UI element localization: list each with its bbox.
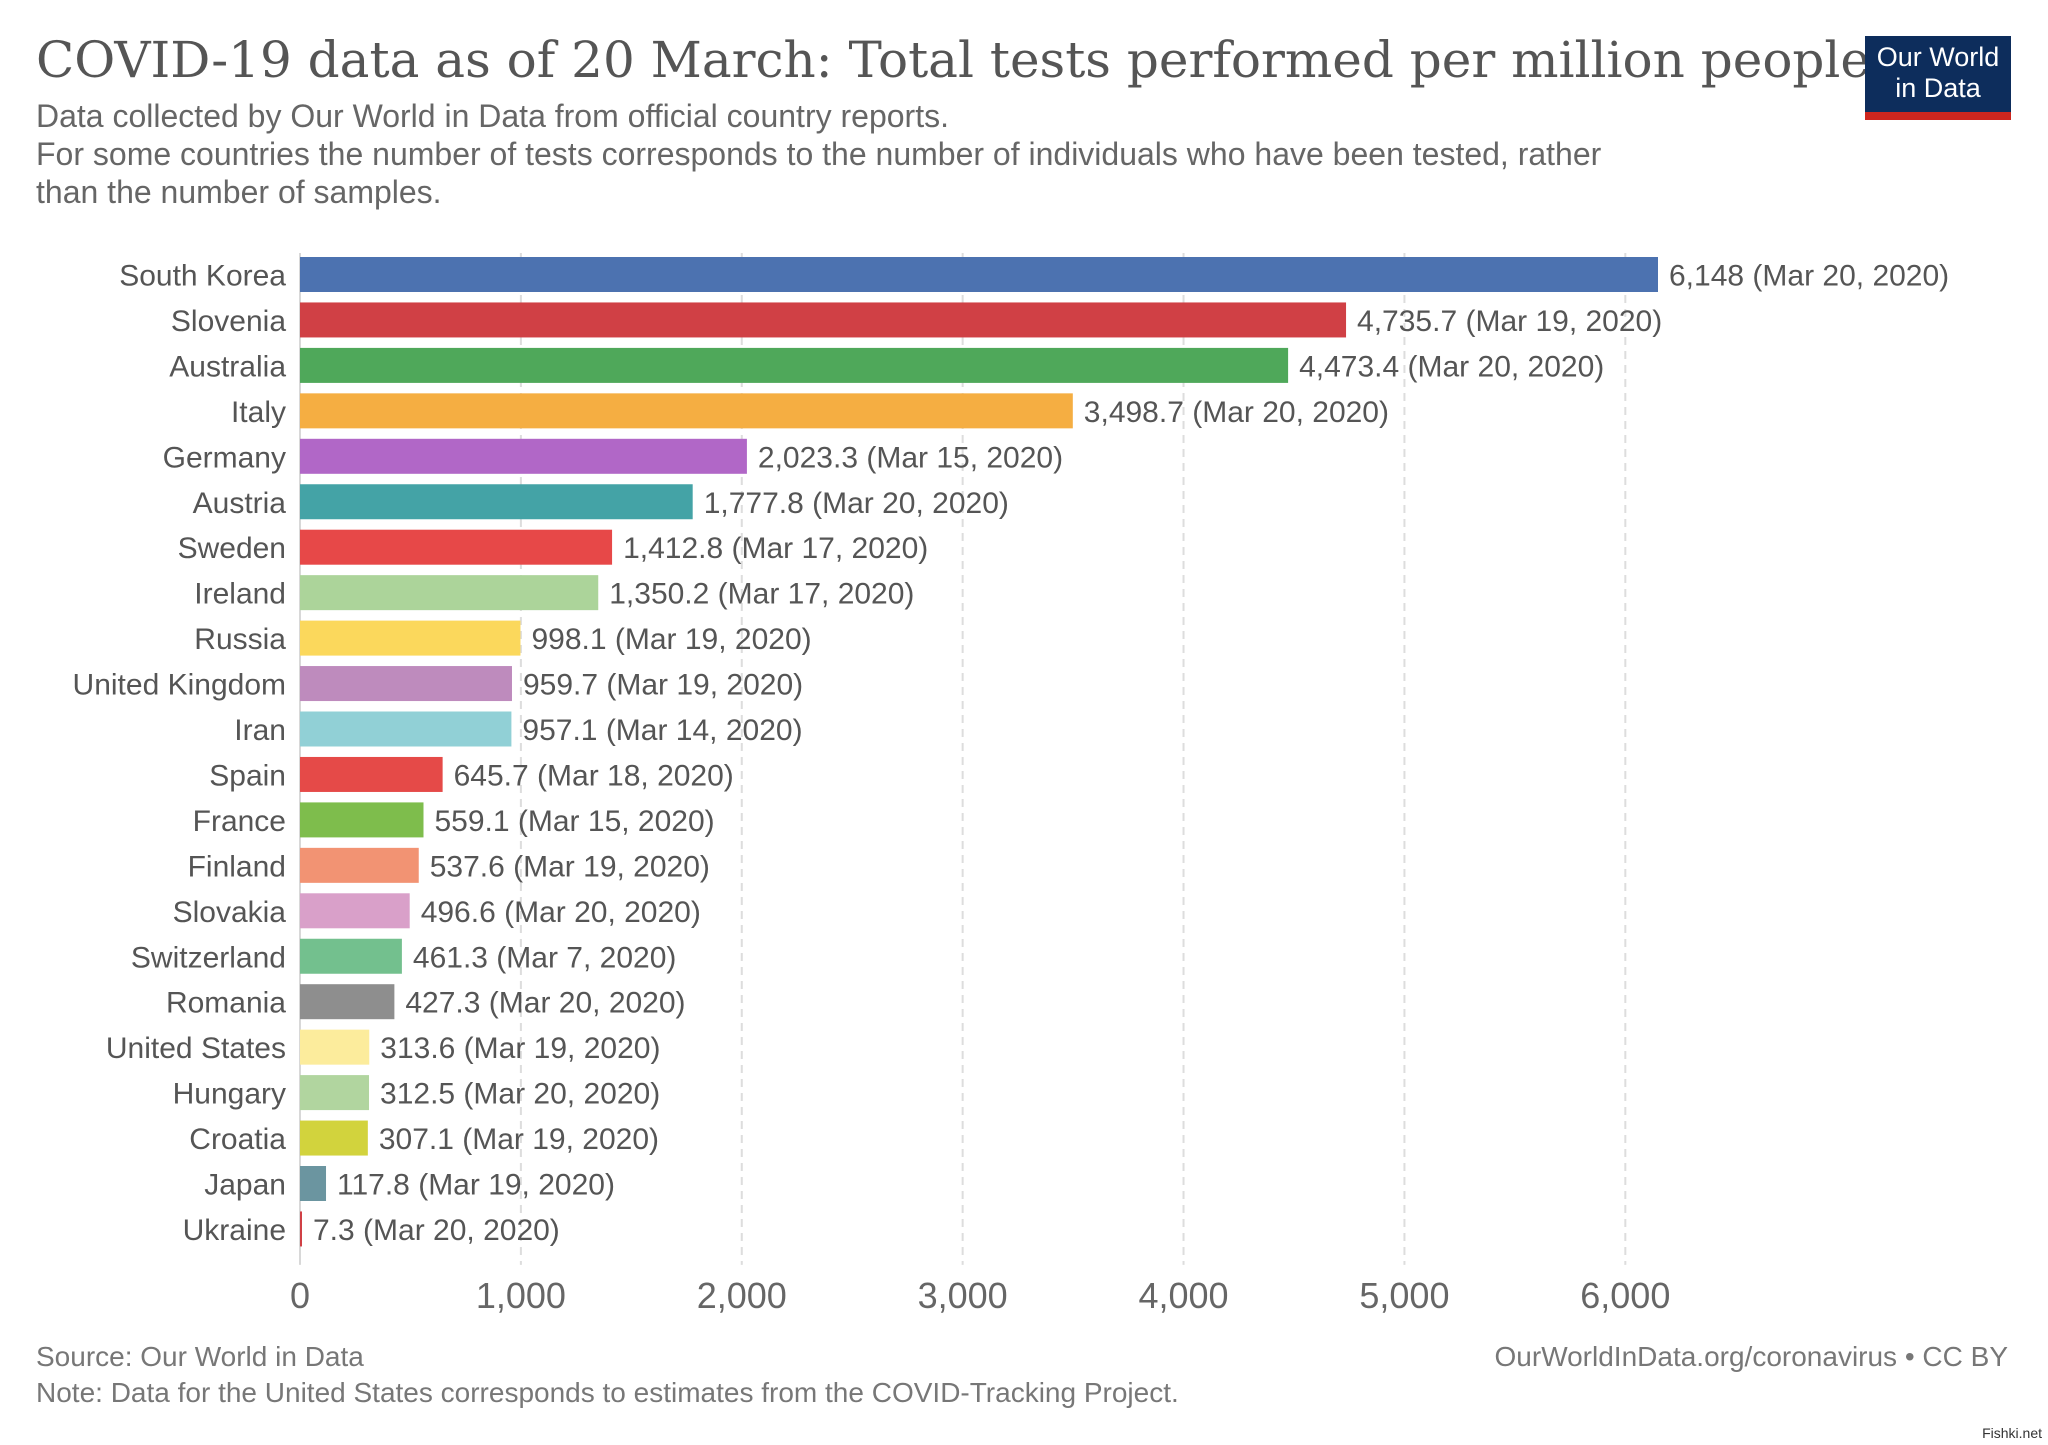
chart-subtitle-line-2: For some countries the number of tests c…: [36, 136, 1602, 172]
value-label: 1,412.8 (Mar 17, 2020): [623, 532, 928, 565]
x-tick-label: 5,000: [1359, 1275, 1449, 1316]
x-tick-label: 4,000: [1138, 1275, 1228, 1316]
value-label: 313.6 (Mar 19, 2020): [380, 1032, 660, 1065]
x-tick-label: 3,000: [918, 1275, 1008, 1316]
source-text: Source: Our World in Data: [36, 1341, 364, 1372]
x-tick-label: 2,000: [697, 1275, 787, 1316]
bar: [300, 984, 395, 1020]
category-label: Japan: [204, 1169, 286, 1202]
bar: [300, 484, 693, 520]
category-label: Italy: [231, 396, 286, 429]
category-label: Ukraine: [183, 1214, 286, 1247]
value-label: 117.8 (Mar 19, 2020): [337, 1169, 615, 1202]
bar: [300, 257, 1658, 292]
chart-subtitle-line-1: Data collected by Our World in Data from…: [36, 98, 949, 134]
bar: [300, 847, 419, 883]
category-label: United Kingdom: [73, 669, 286, 702]
bar: [300, 1075, 370, 1111]
value-label: 3,498.7 (Mar 20, 2020): [1084, 396, 1389, 429]
category-label: France: [193, 805, 286, 838]
category-label: South Korea: [119, 260, 286, 293]
labels: 0 1,000 2,000 3,000 4,000 5,000 6,000 South Kor…: [73, 260, 1950, 1316]
value-label: 312.5 (Mar 20, 2020): [380, 1078, 660, 1111]
bar: [300, 1120, 368, 1156]
bar: [300, 438, 747, 474]
note-text: Note: Data for the United States corresp…: [36, 1377, 1179, 1408]
category-label: Germany: [163, 441, 286, 474]
chart-title: COVID-19 data as of 20 March: Total test…: [36, 31, 1871, 89]
category-label: Romania: [166, 987, 286, 1020]
value-label: 957.1 (Mar 14, 2020): [522, 714, 802, 747]
category-label: Russia: [194, 623, 286, 656]
category-label: Croatia: [189, 1123, 286, 1156]
bar: [300, 893, 410, 929]
category-label: Finland: [188, 850, 286, 883]
category-label: United States: [106, 1032, 286, 1065]
bar: [300, 302, 1347, 338]
value-label: 4,735.7 (Mar 19, 2020): [1357, 305, 1662, 338]
bar: [300, 529, 613, 565]
value-label: 1,777.8 (Mar 20, 2020): [704, 487, 1009, 520]
category-label: Iran: [234, 714, 286, 747]
bar: [300, 756, 443, 792]
value-label: 998.1 (Mar 19, 2020): [531, 623, 811, 656]
value-label: 559.1 (Mar 15, 2020): [434, 805, 714, 838]
category-label: Slovakia: [173, 896, 287, 929]
value-label: 6,148 (Mar 20, 2020): [1669, 260, 1949, 293]
logo-line-2: in Data: [1895, 73, 1981, 103]
bar: [300, 620, 521, 656]
value-label: 461.3 (Mar 7, 2020): [413, 941, 676, 974]
bar: [300, 347, 1289, 383]
x-tick-label: 1,000: [476, 1275, 566, 1316]
value-label: 645.7 (Mar 18, 2020): [454, 759, 734, 792]
chart-subtitle-line-3: than the number of samples.: [36, 174, 442, 210]
bar: [300, 575, 599, 611]
value-label: 959.7 (Mar 19, 2020): [523, 669, 803, 702]
source-url-link[interactable]: OurWorldInData.org/coronavirus • CC BY: [1494, 1341, 2008, 1372]
category-label: Spain: [209, 759, 286, 792]
logo-line-1: Our World: [1876, 42, 2000, 72]
bar: [300, 666, 512, 702]
category-label: Austria: [193, 487, 287, 520]
watermark: Fishki.net: [1982, 1425, 2042, 1441]
category-label: Switzerland: [131, 941, 286, 974]
bar: [300, 802, 424, 838]
owid-logo[interactable]: Our World in Data: [1865, 36, 2011, 120]
category-label: Ireland: [194, 578, 286, 611]
value-label: 496.6 (Mar 20, 2020): [421, 896, 701, 929]
x-tick-label: 0: [290, 1275, 310, 1316]
bar: [300, 711, 512, 747]
value-label: 537.6 (Mar 19, 2020): [430, 850, 710, 883]
category-label: Slovenia: [171, 305, 286, 338]
bar: [300, 1211, 302, 1247]
category-label: Australia: [169, 350, 286, 383]
category-label: Hungary: [173, 1078, 286, 1111]
bar: [300, 1166, 327, 1201]
value-label: 307.1 (Mar 19, 2020): [379, 1123, 659, 1156]
value-label: 4,473.4 (Mar 20, 2020): [1299, 350, 1604, 383]
x-tick-label: 6,000: [1580, 1275, 1670, 1316]
bars: [300, 257, 1658, 1247]
bar: [300, 1029, 370, 1065]
value-label: 1,350.2 (Mar 17, 2020): [609, 578, 914, 611]
category-label: Sweden: [178, 532, 286, 565]
bar: [300, 938, 402, 974]
value-label: 427.3 (Mar 20, 2020): [405, 987, 685, 1020]
value-label: 7.3 (Mar 20, 2020): [313, 1214, 560, 1247]
bar-chart: 0 1,000 2,000 3,000 4,000 5,000 6,000 South Kor…: [73, 253, 1950, 1316]
bar: [300, 393, 1073, 429]
value-label: 2,023.3 (Mar 15, 2020): [758, 441, 1063, 474]
